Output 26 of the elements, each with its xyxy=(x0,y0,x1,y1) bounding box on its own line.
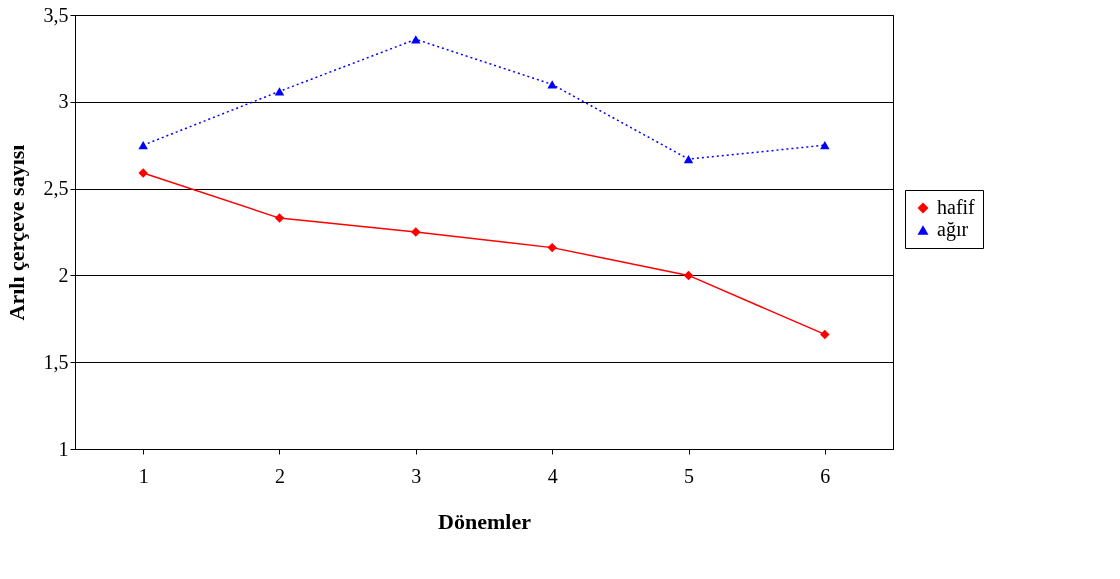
x-tick-label: 3 xyxy=(411,464,422,487)
y-tick-label: 3,5 xyxy=(43,3,69,26)
x-tick-label: 1 xyxy=(138,464,149,487)
y-tick-label: 1 xyxy=(58,437,69,460)
point xyxy=(547,242,557,253)
x-tick-label: 4 xyxy=(547,464,558,487)
y-tick-label: 1,5 xyxy=(43,350,69,373)
point xyxy=(820,329,830,340)
point xyxy=(547,80,557,89)
point xyxy=(683,270,694,281)
point xyxy=(274,213,285,223)
x-axis-title: Dönemler xyxy=(438,508,532,534)
y-axis-title: Arılı çerçeve sayısı xyxy=(3,144,29,321)
point xyxy=(683,154,694,164)
legend-label: hafif xyxy=(937,196,976,218)
y-tick-label: 3 xyxy=(58,90,69,113)
point xyxy=(274,87,285,96)
x-tick-label: 6 xyxy=(820,464,831,487)
x-tick-label: 2 xyxy=(275,464,285,487)
point xyxy=(820,141,830,150)
point xyxy=(411,35,421,44)
legend-label: ağır xyxy=(937,218,969,241)
x-tick-label: 5 xyxy=(684,464,694,487)
y-tick-label: 2 xyxy=(58,263,69,286)
point xyxy=(138,141,148,150)
y-tick-label: 2,5 xyxy=(43,177,69,200)
